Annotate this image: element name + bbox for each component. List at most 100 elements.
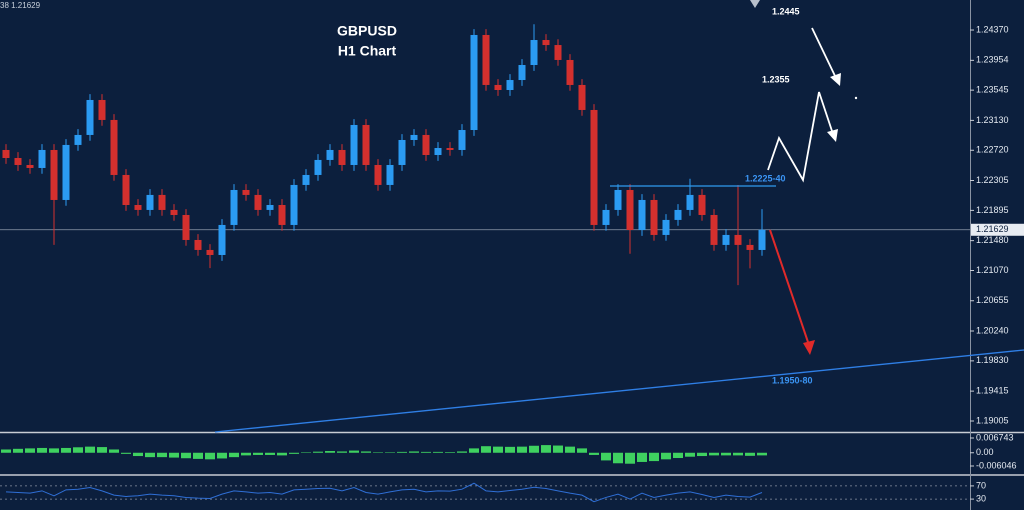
y-tick-label: 0.00 [976,447,994,457]
histogram-bar [505,446,515,453]
candle-body [206,249,214,255]
histogram-bar [1,449,11,453]
candle-body [290,184,298,225]
histogram-bar [289,452,299,454]
bullish-path [767,91,834,183]
histogram-bar [121,452,131,454]
candle-body [602,209,610,225]
histogram-bar [709,452,719,456]
chart-title: GBPUSD [337,23,397,39]
histogram-bar [313,451,323,453]
candle-body [530,40,538,66]
y-tick-label: 1.20655 [976,295,1009,305]
histogram-bar [433,451,443,453]
histogram-bar [13,448,23,453]
candle-body [758,229,766,250]
candle-body [266,204,274,210]
plot-area: 1.24370 1.23954 1.23545 1.23130 1.22720 1.223… [0,24,1024,503]
histogram-bar [157,452,167,458]
candle-body [746,244,754,250]
candle-body [662,219,670,235]
histogram-bar [733,452,743,456]
histogram-bar [469,448,479,453]
trend-line [214,349,1024,433]
last-price-label: 1.21629 [976,224,1009,234]
histogram-bar [253,452,263,455]
candle-body [614,189,622,210]
histogram-bar [373,452,383,453]
y-tick-label: 1.19830 [976,355,1009,365]
candle-body [566,59,574,85]
candle-body [698,194,706,215]
candle-body [458,130,466,150]
histogram-bar [145,452,155,458]
candle-body [182,214,190,240]
histogram-bar [325,451,335,453]
y-tick-label: 1.22305 [976,175,1009,185]
candle-body [374,164,382,185]
candle-body [242,189,250,195]
candle-body [734,234,742,245]
histogram-bar [241,452,251,456]
histogram-bar [49,448,59,453]
histogram-bar [61,447,71,453]
candle-body [86,99,94,135]
histogram-bar [601,452,611,461]
candle-body [398,139,406,165]
candle-body [410,134,418,140]
histogram-bar [697,452,707,457]
candle-body [98,99,106,120]
candle-body [482,34,490,85]
annotation: 1.2445 [772,6,800,16]
candle-body [350,124,358,165]
candle-body [710,214,718,245]
candle-body [254,194,262,210]
histogram-bar [337,451,347,453]
candle-body [590,109,598,225]
y-tick-label: 1.23954 [976,55,1009,65]
candle-body [722,234,730,245]
candle-body [638,199,646,230]
marker [750,0,760,8]
candle-body [518,65,526,81]
histogram-bar [589,452,599,455]
y-tick-label: 1.21895 [976,205,1009,215]
histogram-bar [493,446,503,453]
histogram-bar [409,451,419,453]
candle-body [194,239,202,250]
candle-body [422,134,430,156]
candle-body [326,149,334,160]
y-tick-label: 1.23545 [976,85,1009,95]
candle-body [506,80,514,90]
annotation: 1.2355 [762,74,790,84]
candle-body [38,149,46,168]
y-tick-label: 70 [976,480,986,490]
histogram-bar [37,447,47,453]
candle-body [26,164,34,168]
histogram-bar [265,452,275,455]
candle-body [146,194,154,210]
histogram-bar [673,452,683,459]
arrow-head [830,73,841,86]
candle-body [74,134,82,145]
dot [854,96,858,100]
histogram-bar [109,449,119,453]
candle-body [278,204,286,225]
candle-body [578,84,586,110]
candle-body [14,157,22,165]
chart-subtitle: H1 Chart [338,43,397,59]
bullish-arrow [811,27,837,79]
candle-body [386,164,394,185]
histogram-bar [217,452,227,459]
y-tick-label: 1.20240 [976,325,1009,335]
candle-body [314,159,322,175]
indicator-line [5,482,763,503]
y-tick-label: 1.19005 [976,415,1009,425]
histogram-bar [133,452,143,457]
histogram-bar [661,452,671,460]
histogram-bar [445,452,455,453]
histogram-bar [685,452,695,457]
candle-body [650,199,658,235]
y-tick-label: 1.23130 [976,115,1009,125]
